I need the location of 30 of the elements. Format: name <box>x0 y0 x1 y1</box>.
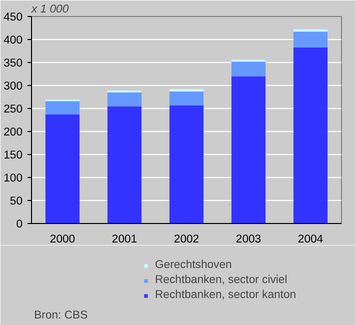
bar <box>169 105 204 224</box>
bar <box>231 76 266 224</box>
y-tick-label: 250 <box>4 104 23 116</box>
x-tick-label: 2004 <box>298 234 324 246</box>
bar <box>107 92 142 106</box>
x-tick-label: 2003 <box>236 234 262 246</box>
y-tick-label: 450 <box>4 12 23 24</box>
y-tick-label: 50 <box>10 196 23 208</box>
bar <box>293 47 328 224</box>
y-axis-title: x 1 000 <box>30 4 70 16</box>
y-tick-label: 300 <box>4 80 23 92</box>
bar <box>231 62 266 76</box>
x-tick-label: 2002 <box>174 234 200 246</box>
y-tick-label: 400 <box>4 34 23 46</box>
y-tick-label: 350 <box>4 58 23 70</box>
legend-label: Gerechtshoven <box>155 259 232 271</box>
y-tick-label: 200 <box>4 126 23 138</box>
x-tick-label: 2001 <box>112 234 138 246</box>
bar <box>45 101 80 114</box>
bar <box>293 32 328 48</box>
x-tick-label: 2000 <box>50 234 76 246</box>
legend-label: Rechtbanken, sector kanton <box>155 289 296 301</box>
y-tick-label: 150 <box>4 150 23 162</box>
y-tick-label: 100 <box>4 172 23 184</box>
bar <box>45 114 80 224</box>
text: Bron: CBS <box>34 310 88 322</box>
y-tick-label: 0 <box>16 218 23 230</box>
bar <box>107 106 142 224</box>
legend-label: Rechtbanken, sector civiel <box>155 274 288 286</box>
bar <box>169 91 204 106</box>
